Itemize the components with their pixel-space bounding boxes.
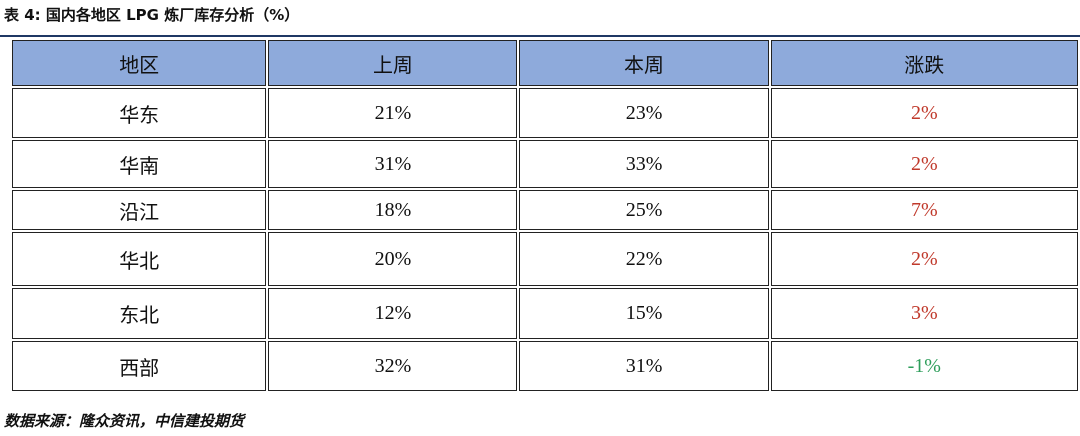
value-cell: 25% xyxy=(519,190,769,230)
region-cell: 华南 xyxy=(12,140,267,188)
region-cell: 西部 xyxy=(12,341,267,391)
header-cell: 上周 xyxy=(268,40,518,86)
value-cell: 33% xyxy=(519,140,769,188)
data-table: 地区 上周 本周 涨跌 华东 21% 23% 2% 华南 31% 33% 2% 沿江 18% 25% 7% 华… xyxy=(10,38,1080,393)
value-cell: 3% xyxy=(770,288,1078,339)
value-cell: 2% xyxy=(770,140,1078,188)
value-cell: 18% xyxy=(268,190,518,230)
source-note: 数据来源：隆众资讯，中信建投期货 xyxy=(4,412,245,430)
title-rule xyxy=(0,35,1080,37)
value-cell: 15% xyxy=(519,288,769,339)
value-cell: 22% xyxy=(519,232,769,286)
value-cell: 32% xyxy=(268,341,518,391)
value-cell: 7% xyxy=(770,190,1078,230)
table-row: 东北 12% 15% 3% xyxy=(12,288,1078,339)
table-row: 沿江 18% 25% 7% xyxy=(12,190,1078,230)
header-cell: 涨跌 xyxy=(770,40,1078,86)
table-body: 华东 21% 23% 2% 华南 31% 33% 2% 沿江 18% 25% 7% 华北 20% 22% 2%… xyxy=(12,88,1078,391)
value-cell: 12% xyxy=(268,288,518,339)
region-cell: 华北 xyxy=(12,232,267,286)
value-cell: 31% xyxy=(268,140,518,188)
region-cell: 华东 xyxy=(12,88,267,138)
header-row: 地区 上周 本周 涨跌 xyxy=(12,40,1078,86)
table-row: 华北 20% 22% 2% xyxy=(12,232,1078,286)
value-cell: 2% xyxy=(770,232,1078,286)
value-cell: 2% xyxy=(770,88,1078,138)
value-cell: 31% xyxy=(519,341,769,391)
table-row: 华南 31% 33% 2% xyxy=(12,140,1078,188)
table-title: 表 4: 国内各地区 LPG 炼厂库存分析（%） xyxy=(4,6,300,24)
region-cell: 沿江 xyxy=(12,190,267,230)
table-row: 华东 21% 23% 2% xyxy=(12,88,1078,138)
value-cell: 21% xyxy=(268,88,518,138)
header-cell: 本周 xyxy=(519,40,769,86)
value-cell: -1% xyxy=(770,341,1078,391)
region-cell: 东北 xyxy=(12,288,267,339)
value-cell: 23% xyxy=(519,88,769,138)
table-row: 西部 32% 31% -1% xyxy=(12,341,1078,391)
header-cell: 地区 xyxy=(12,40,267,86)
value-cell: 20% xyxy=(268,232,518,286)
